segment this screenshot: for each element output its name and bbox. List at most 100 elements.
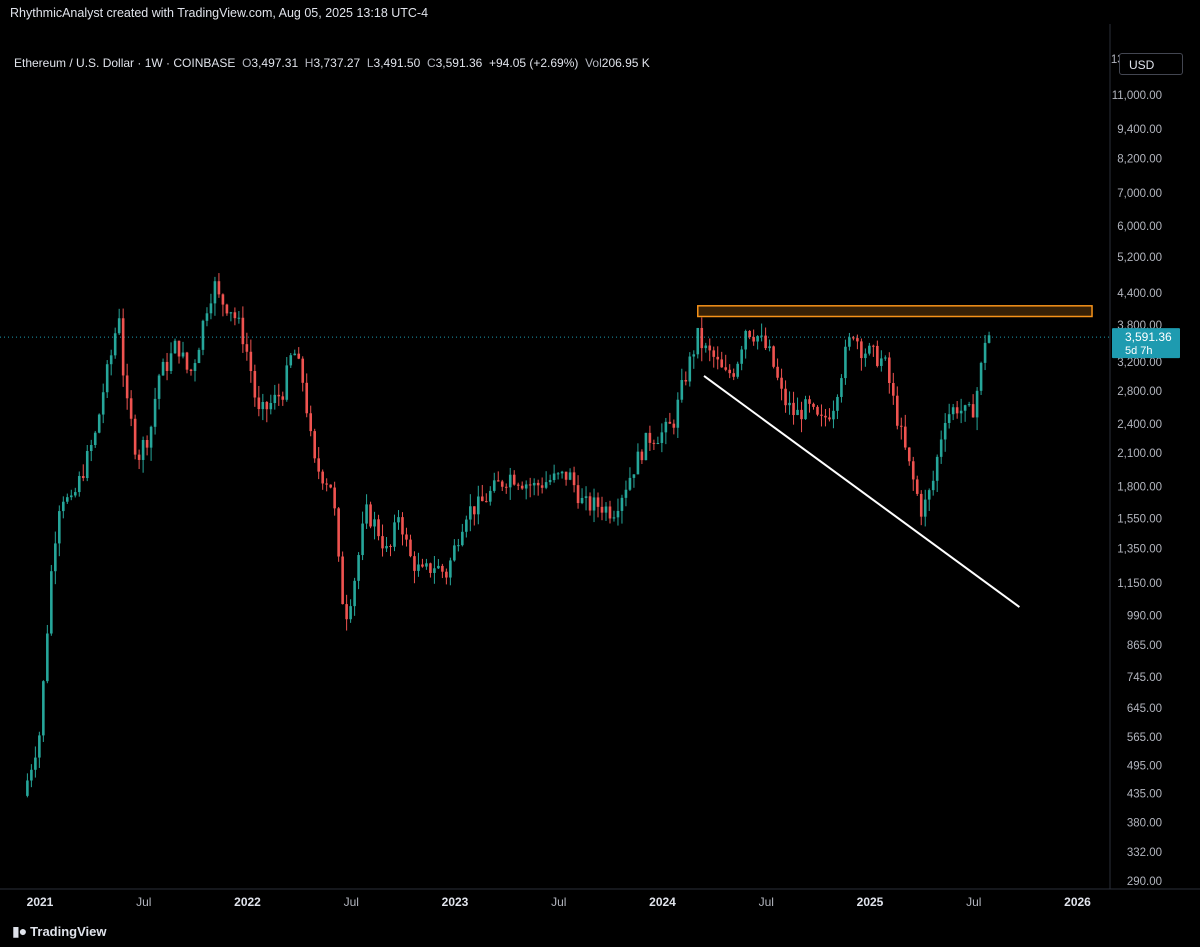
candle: [173, 338, 177, 354]
candle: [293, 349, 297, 356]
candle-body: [736, 363, 739, 377]
candle: [353, 577, 356, 616]
candle-body: [461, 531, 464, 546]
candle-body: [169, 353, 173, 371]
high-label: H: [304, 56, 314, 70]
candle: [584, 486, 588, 511]
candle-body: [54, 543, 57, 572]
candle: [868, 342, 871, 356]
candle-body: [876, 345, 879, 366]
candle-body: [568, 472, 572, 480]
candle-body: [137, 454, 141, 460]
candle: [540, 477, 544, 494]
descending-trendline: [703, 375, 1020, 608]
candle-body: [281, 396, 285, 400]
candle-body: [688, 356, 692, 382]
price-tick-label: 380.00: [1127, 818, 1162, 830]
price-tick-label: 865.00: [1127, 640, 1162, 652]
candle-body: [313, 431, 316, 459]
candle: [608, 500, 612, 524]
currency-button[interactable]: USD: [1119, 53, 1183, 75]
price-chart[interactable]: 13,000.0011,000.009,400.008,200.007,000.…: [0, 24, 1200, 914]
candle-body: [880, 358, 883, 366]
tradingview-brand[interactable]: ▮● TradingView: [12, 923, 107, 940]
candle-body: [205, 313, 209, 321]
candle-body: [377, 519, 380, 537]
price-tick-label: 2,800.00: [1117, 386, 1162, 398]
candle: [808, 395, 811, 413]
symbol-legend[interactable]: Ethereum / U.S. Dollar · 1W · COINBASE O…: [14, 56, 650, 70]
candle-body: [413, 556, 416, 571]
candle-body: [161, 361, 165, 376]
candle-body: [293, 353, 297, 356]
candle-body: [85, 451, 89, 479]
candle-body: [895, 395, 899, 426]
price-tick-label: 565.00: [1127, 732, 1162, 744]
price-tick-label: 9,400.00: [1117, 124, 1162, 136]
candle: [764, 327, 767, 351]
candle: [281, 391, 285, 406]
candle: [233, 307, 237, 326]
candle: [169, 342, 173, 374]
candle: [640, 449, 644, 464]
time-tick-label: Jul: [759, 895, 774, 909]
candle-body: [652, 442, 656, 444]
candle: [425, 558, 428, 570]
candle: [469, 494, 472, 532]
candle-body: [496, 480, 500, 482]
candle-body: [477, 496, 480, 515]
candle-body: [640, 451, 644, 461]
tradingview-logo-icon: ▮●: [12, 923, 27, 939]
candle-body: [297, 353, 301, 359]
candle: [656, 436, 660, 445]
candle-body: [596, 497, 600, 507]
candle: [568, 468, 572, 481]
candle: [588, 492, 592, 516]
chart-area[interactable]: 13,000.0011,000.009,400.008,200.007,000.…: [0, 24, 1200, 914]
candle-body: [720, 359, 724, 368]
candle-body: [628, 477, 632, 490]
candle-body: [927, 490, 931, 500]
candle-body: [325, 483, 328, 485]
candle: [249, 339, 253, 383]
candle-body: [680, 380, 684, 400]
candle-body: [672, 423, 676, 428]
candle-body: [265, 401, 269, 410]
candle: [477, 485, 480, 525]
candle: [780, 368, 783, 401]
candle-body: [700, 327, 704, 349]
candle-body: [173, 340, 177, 354]
candle-body: [975, 390, 979, 418]
candle-body: [856, 338, 859, 342]
candle: [692, 350, 696, 369]
candle-body: [480, 496, 484, 502]
price-tick-label: 435.00: [1127, 788, 1162, 800]
candle-body: [405, 534, 408, 540]
candle-body: [676, 399, 680, 428]
candle-body: [213, 281, 217, 304]
candle: [911, 456, 915, 491]
candle: [508, 467, 512, 500]
candle-body: [305, 382, 309, 414]
candle: [844, 339, 847, 385]
candle: [524, 480, 528, 500]
candle: [620, 494, 624, 524]
candle: [301, 356, 305, 392]
candle: [209, 293, 213, 320]
candle: [461, 523, 464, 547]
candle-body: [488, 490, 492, 502]
candle-body: [449, 560, 452, 578]
candle-body: [165, 361, 169, 371]
candle-body: [784, 388, 787, 406]
candle: [217, 273, 221, 298]
candle: [369, 501, 372, 529]
candle-body: [907, 447, 911, 462]
candle-body: [345, 604, 348, 620]
candle-body: [864, 353, 867, 359]
candle-body: [520, 485, 524, 489]
candle-body: [760, 335, 763, 337]
candle: [983, 335, 987, 371]
candle: [177, 340, 181, 364]
candle-body: [608, 506, 612, 519]
candle-body: [445, 571, 448, 578]
